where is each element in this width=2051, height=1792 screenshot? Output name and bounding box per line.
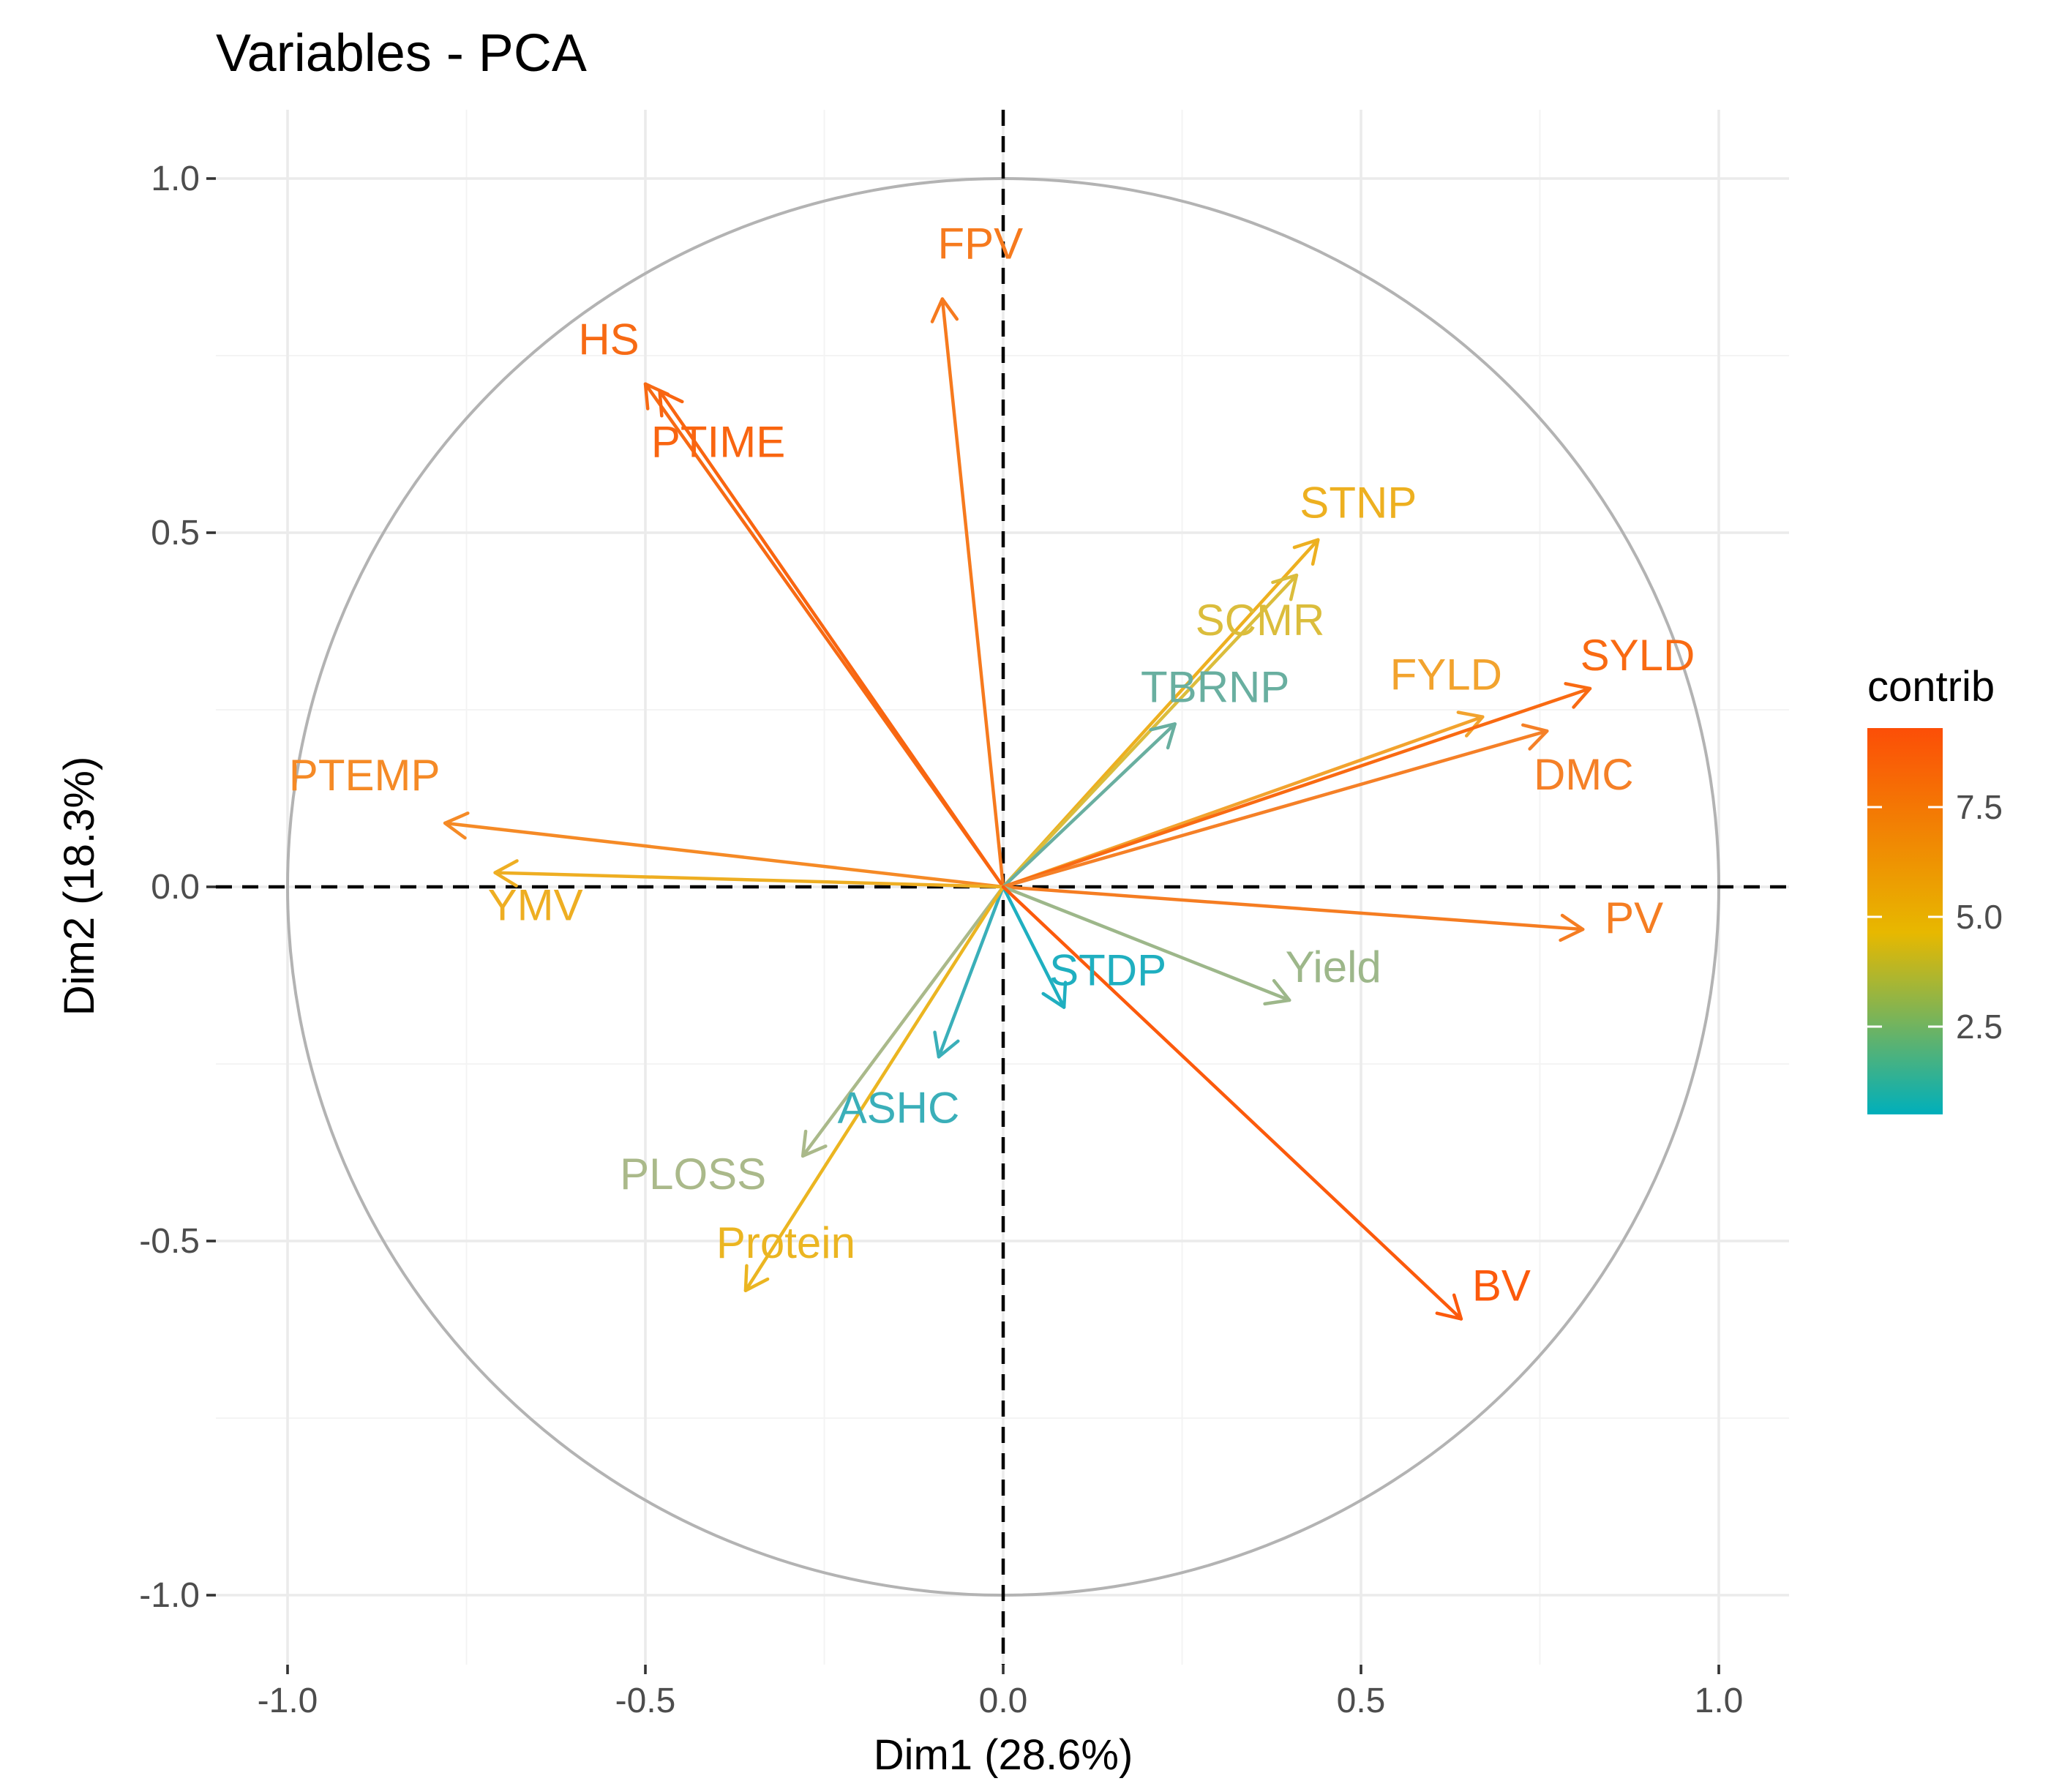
x-axis-title: Dim1 (28.6%) — [874, 1731, 1133, 1779]
arrow-head — [1041, 981, 1068, 1009]
arrow-head — [743, 1264, 770, 1293]
legend-ticks: 2.5 5.0 7.5 — [1867, 788, 2003, 1046]
x-tick-label: 0.5 — [1337, 1682, 1386, 1720]
legend-colorbar — [1867, 728, 1943, 1114]
variable-label-protein: Protein — [716, 1218, 855, 1267]
variable-label-stnp: STNP — [1300, 479, 1417, 528]
arrow-head — [800, 1129, 828, 1158]
legend-tick-label: 7.5 — [1956, 788, 2003, 826]
arrow-head — [493, 859, 519, 888]
arrow-ptime — [658, 389, 1005, 889]
arrow-syld — [1001, 682, 1592, 889]
variable-arrows — [443, 297, 1592, 1321]
arrow-fpv — [930, 297, 1005, 889]
arrow-shaft — [940, 297, 1005, 889]
legend-tick-label: 5.0 — [1956, 898, 2003, 936]
arrow-tbrnp — [1001, 722, 1177, 889]
arrow-bv — [1001, 885, 1463, 1321]
y-tick-label: -1.0 — [139, 1576, 200, 1615]
arrow-shaft — [1001, 885, 1291, 1002]
arrow-ashc — [933, 885, 1005, 1059]
x-tick-label: -1.0 — [258, 1682, 318, 1720]
arrow-shaft — [493, 871, 1005, 889]
arrow-head — [443, 811, 470, 840]
arrow-ptemp — [443, 811, 1005, 889]
variable-label-scmr: SCMR — [1196, 596, 1325, 645]
arrow-head — [1521, 723, 1549, 751]
variable-labels: FPV HS PTIME STNP SCMR TBRNP FYLD SYLD DMC PTEMP Y… — [289, 220, 1695, 1311]
arrow-ploss — [800, 885, 1005, 1158]
arrow-shaft — [937, 885, 1005, 1059]
arrow-head — [1292, 538, 1320, 566]
arrow-head — [1435, 1293, 1463, 1321]
legend-title: contrib — [1867, 663, 1995, 711]
x-axis-ticks: -1.0 -0.5 0.0 0.5 1.0 — [258, 1665, 1744, 1720]
arrow-protein — [743, 885, 1005, 1293]
arrow-shaft — [1001, 885, 1585, 931]
variable-label-fpv: FPV — [938, 220, 1024, 269]
arrow-shaft — [1001, 722, 1177, 889]
arrow-head — [1559, 913, 1585, 942]
arrow-head — [658, 389, 684, 418]
arrow-head — [930, 297, 959, 323]
variable-label-dmc: DMC — [1534, 750, 1634, 799]
arrow-head — [1149, 722, 1177, 750]
arrow-shaft — [1001, 686, 1592, 889]
variable-label-ashc: ASHC — [838, 1083, 960, 1132]
arrow-yield — [1001, 885, 1291, 1006]
arrow-head — [1263, 978, 1291, 1006]
variable-label-ptemp: PTEMP — [289, 751, 440, 800]
arrow-shaft — [443, 821, 1005, 889]
arrow-shaft — [1001, 885, 1066, 1009]
y-axis-title: Dim2 (18.3%) — [56, 757, 103, 1016]
variable-label-syld: SYLD — [1581, 631, 1695, 680]
variable-label-bv: BV — [1472, 1261, 1531, 1310]
arrow-head — [1564, 682, 1592, 709]
variable-label-yield: Yield — [1286, 942, 1381, 991]
variable-label-tbrnp: TBRNP — [1141, 662, 1289, 711]
arrow-fyld — [1001, 711, 1485, 889]
arrow-shaft — [800, 885, 1005, 1158]
y-axis-ticks: -1.0 -0.5 0.0 0.5 1.0 — [139, 160, 216, 1615]
arrow-ymv — [493, 859, 1005, 889]
arrow-shaft — [658, 389, 1005, 889]
plot-title: Variables - PCA — [216, 24, 587, 83]
variable-label-stdp: STDP — [1049, 946, 1166, 995]
arrow-shaft — [1001, 729, 1549, 889]
x-tick-label: 1.0 — [1695, 1682, 1744, 1720]
y-tick-label: 0.5 — [151, 514, 200, 552]
variable-label-fyld: FYLD — [1390, 651, 1502, 700]
variable-label-ptime: PTIME — [651, 417, 785, 466]
legend: contrib 2.5 5.0 7.5 — [1867, 663, 2003, 1114]
variable-label-ymv: YMV — [488, 881, 583, 930]
x-tick-label: 0.0 — [979, 1682, 1028, 1720]
arrow-shaft — [1001, 885, 1463, 1321]
variable-label-ploss: PLOSS — [620, 1150, 766, 1199]
y-tick-label: 0.0 — [151, 868, 200, 907]
arrow-dmc — [1001, 723, 1549, 889]
y-tick-label: 1.0 — [151, 160, 200, 198]
variable-label-pv: PV — [1605, 893, 1663, 942]
arrow-stdp — [1001, 885, 1068, 1009]
x-tick-label: -0.5 — [615, 1682, 676, 1720]
arrow-head — [933, 1030, 960, 1059]
legend-tick-label: 2.5 — [1956, 1008, 2003, 1046]
arrow-head — [1271, 573, 1299, 601]
arrow-shaft — [743, 885, 1005, 1293]
arrow-pv — [1001, 885, 1585, 942]
variable-label-hs: HS — [578, 315, 639, 364]
y-tick-label: -0.5 — [139, 1222, 200, 1261]
